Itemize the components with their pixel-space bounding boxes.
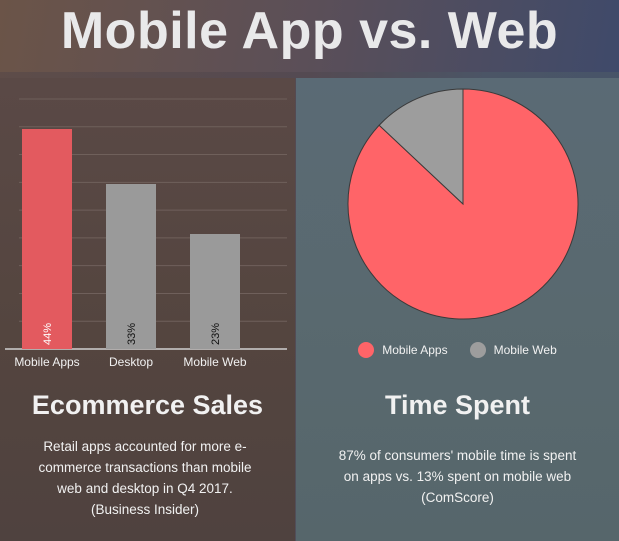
time-spent-panel: Mobile Apps Mobile Web Time Spent 87% of… [296,78,619,541]
legend-swatch [358,342,375,358]
bar-value-label: 23% [210,323,222,345]
bar-mobile-apps [22,129,72,349]
x-tick-label: Mobile Web [183,355,246,369]
time-spent-description: 87% of consumers' mobile time is spent o… [316,445,599,508]
time-spent-pie-chart [347,88,579,320]
pie-legend: Mobile Apps Mobile Web [296,342,619,358]
legend-label: Mobile Web [493,343,557,357]
x-tick-label: Desktop [109,355,153,369]
ecommerce-panel: 44% 33% 23% Mobile Apps Desktop Mobile Web E… [0,78,295,541]
bar-value-label: 44% [42,323,54,345]
ecommerce-description-line: commerce transactions than mobile [38,460,252,475]
bar-mobile-web [190,234,240,349]
time-spent-description-line: on apps vs. 13% spent on mobile web [343,469,572,484]
bar-value-label: 33% [126,323,138,345]
pie-slice-mobile-web [378,88,464,206]
time-spent-description-line: (ComScore) [421,490,494,505]
legend-swatch [469,342,486,358]
bar-desktop [106,184,156,349]
ecommerce-description-line: (Business Insider) [90,502,200,517]
x-tick-label: Mobile Apps [14,355,79,369]
ecommerce-description-line: web and desktop in Q4 2017. [57,481,233,496]
time-spent-description-line: 87% of consumers' mobile time is spent [338,448,577,463]
title-banner: Mobile App vs. Web [0,0,619,72]
page-title: Mobile App vs. Web [60,2,559,60]
legend-item-mobile-web: Mobile Web [469,342,557,358]
ecommerce-description-line: Retail apps accounted for more e- [43,439,247,454]
ecommerce-heading: Ecommerce Sales [31,390,264,420]
legend-item-mobile-apps: Mobile Apps [358,342,448,358]
time-spent-heading: Time Spent [384,390,531,420]
legend-label: Mobile Apps [382,343,448,357]
ecommerce-description: Retail apps accounted for more e- commer… [10,436,280,520]
ecommerce-bar-chart: 44% 33% 23% Mobile Apps Desktop Mobile Web [5,98,287,369]
